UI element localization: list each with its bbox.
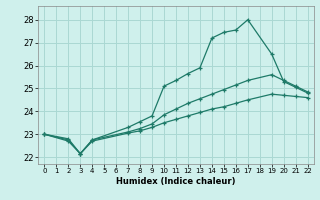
X-axis label: Humidex (Indice chaleur): Humidex (Indice chaleur) xyxy=(116,177,236,186)
